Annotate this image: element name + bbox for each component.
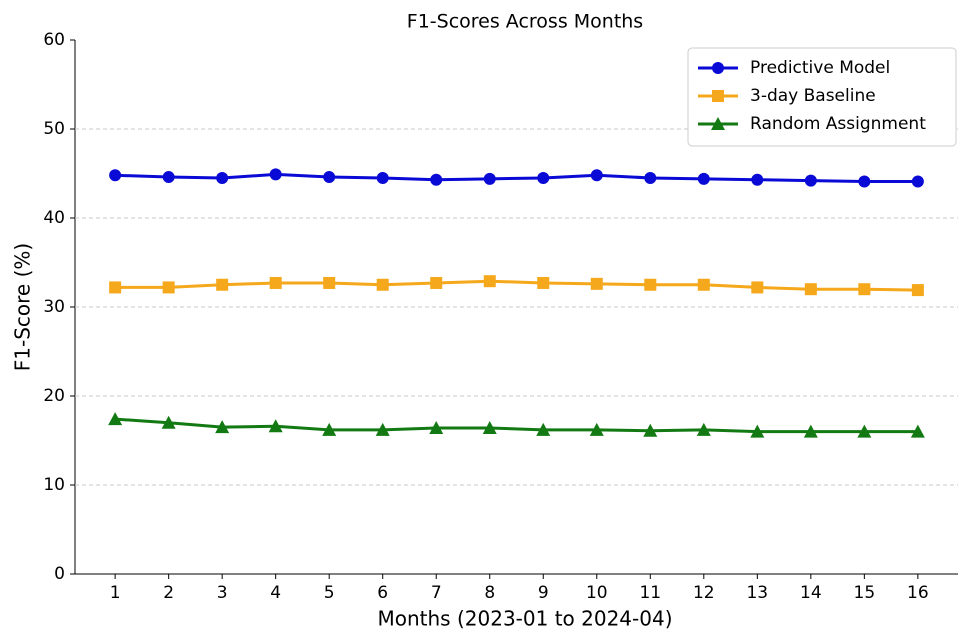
x-tick-label: 7 <box>431 583 442 603</box>
y-tick-label: 60 <box>43 30 65 50</box>
legend-label: 3-day Baseline <box>750 86 876 106</box>
marker <box>162 171 175 184</box>
x-tick-label: 1 <box>110 583 121 603</box>
marker <box>376 171 389 184</box>
x-tick-label: 8 <box>484 583 495 603</box>
marker <box>712 90 724 102</box>
marker <box>711 117 725 130</box>
legend-label: Random Assignment <box>750 114 926 134</box>
marker <box>590 169 603 182</box>
marker <box>269 276 282 289</box>
marker <box>322 422 337 436</box>
x-tick-label: 6 <box>377 583 388 603</box>
x-tick-label: 12 <box>693 583 715 603</box>
x-tick-label: 16 <box>907 583 929 603</box>
marker <box>109 281 122 294</box>
x-tick-label: 3 <box>217 583 228 603</box>
marker <box>751 281 764 294</box>
marker <box>804 174 817 187</box>
marker <box>482 421 497 435</box>
marker <box>109 169 122 182</box>
marker <box>430 173 443 186</box>
marker <box>161 415 176 429</box>
marker <box>537 171 550 184</box>
marker <box>216 278 229 291</box>
series-line <box>115 172 918 184</box>
series-line <box>115 279 918 292</box>
marker <box>643 423 658 437</box>
marker <box>376 278 389 291</box>
marker <box>697 172 710 185</box>
marker <box>216 171 229 184</box>
marker <box>858 175 871 188</box>
marker <box>268 419 283 433</box>
x-tick-label: 10 <box>586 583 608 603</box>
marker <box>269 168 282 181</box>
marker <box>536 422 551 436</box>
marker <box>858 283 871 296</box>
marker <box>911 284 924 297</box>
marker <box>750 424 765 438</box>
marker <box>804 283 817 296</box>
x-tick-label: 9 <box>538 583 549 603</box>
marker <box>697 278 710 291</box>
marker <box>589 422 604 436</box>
chart-title: F1-Scores Across Months <box>407 11 643 33</box>
y-tick-label: 10 <box>43 475 65 495</box>
marker <box>857 424 872 438</box>
marker <box>375 422 390 436</box>
y-tick-label: 50 <box>43 119 65 139</box>
marker <box>162 281 175 294</box>
marker <box>108 412 123 426</box>
y-axis-label: F1-Score (%) <box>11 243 35 371</box>
marker <box>751 173 764 186</box>
legend-label: Predictive Model <box>750 58 890 78</box>
marker <box>430 276 443 289</box>
marker <box>590 277 603 290</box>
series-line <box>115 417 918 434</box>
y-tick-label: 30 <box>43 297 65 317</box>
marker <box>323 276 336 289</box>
marker <box>644 278 657 291</box>
marker <box>215 420 230 434</box>
y-tick-label: 20 <box>43 386 65 406</box>
y-tick-label: 0 <box>54 564 65 584</box>
marker <box>910 424 925 438</box>
marker <box>696 422 711 436</box>
x-tick-label: 5 <box>324 583 335 603</box>
marker <box>712 62 724 74</box>
marker <box>911 175 924 188</box>
marker <box>537 276 550 289</box>
y-tick-label: 40 <box>43 208 65 228</box>
marker <box>803 424 818 438</box>
marker <box>644 171 657 184</box>
x-tick-label: 2 <box>163 583 174 603</box>
x-tick-label: 14 <box>800 583 822 603</box>
x-tick-label: 15 <box>854 583 876 603</box>
legend-box <box>687 47 957 147</box>
marker <box>483 275 496 288</box>
marker <box>429 421 444 435</box>
x-tick-label: 4 <box>270 583 281 603</box>
x-tick-label: 13 <box>746 583 768 603</box>
marker <box>483 172 496 185</box>
x-tick-label: 11 <box>639 583 661 603</box>
marker <box>323 171 336 184</box>
x-axis-label: Months (2023-01 to 2024-04) <box>378 607 673 631</box>
